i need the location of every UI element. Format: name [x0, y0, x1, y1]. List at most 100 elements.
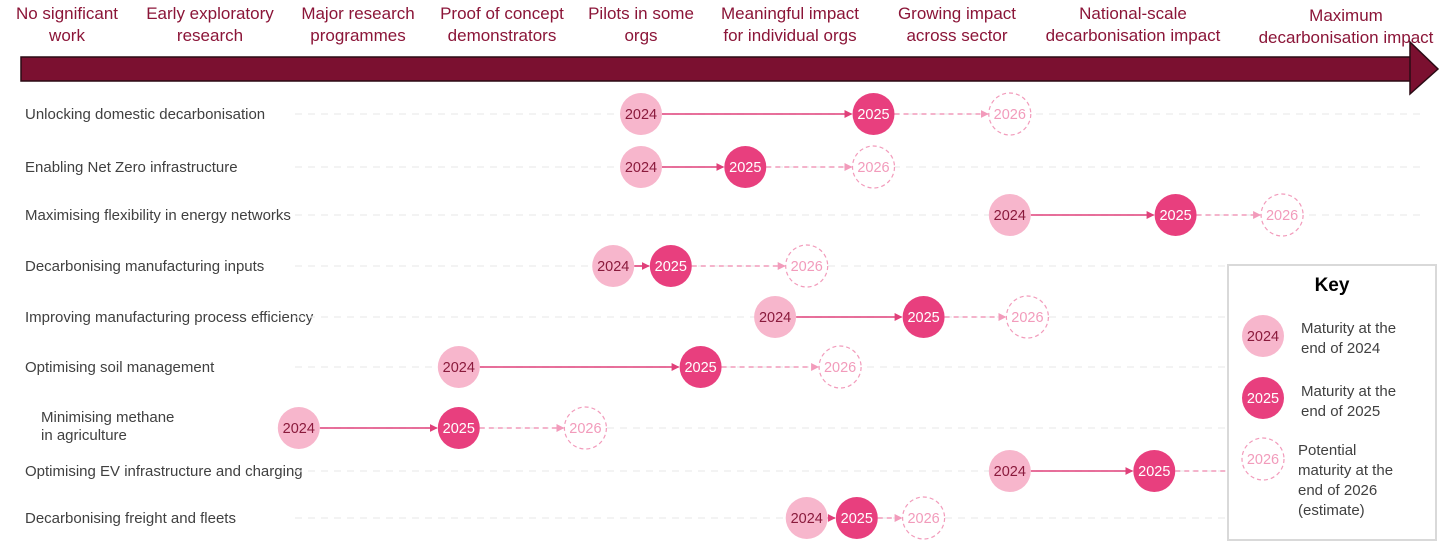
maturity-2025-bubble — [724, 146, 767, 188]
capability-rows: Unlocking domestic decarbonisation 2024 20… — [25, 92, 1420, 540]
maturity-2024-label: 2024 — [597, 259, 629, 275]
maturity-2025-bubble — [852, 93, 895, 135]
maturity-scale-headers: No significant work Early exploratory resea… — [16, 4, 1434, 47]
maturity-2025-label: 2025 — [907, 310, 939, 326]
maturity-2026-label: 2026 — [569, 421, 601, 437]
row-label-line: Enabling Net Zero infrastructure — [25, 159, 238, 176]
maturity-2026-label: 2026 — [1266, 208, 1298, 224]
key-2024-description: Maturity at the end of 2024 — [1301, 320, 1396, 357]
maturity-stage-header: No significant work — [16, 4, 118, 45]
capability-row: Minimising methane in agriculture 2024 2025… — [41, 406, 1420, 450]
row-label-line: Optimising soil management — [25, 359, 215, 376]
row-label: Optimising soil management — [25, 359, 215, 376]
key-2026-bubble — [1241, 437, 1285, 481]
maturity-stage-header: Pilots in some orgs — [588, 4, 694, 45]
key-2024-description-line: Maturity at the — [1301, 320, 1396, 337]
key-2025-description-line: end of 2025 — [1301, 403, 1380, 420]
key-2026-description-line: (estimate) — [1298, 502, 1365, 519]
maturity-stage-header-line: research — [177, 26, 243, 45]
maturity-2026-bubble — [1005, 295, 1050, 339]
maturity-2026-label: 2026 — [791, 259, 823, 275]
maturity-2026-bubble — [901, 496, 946, 540]
maturity-stage-header: Growing impact across sector — [898, 4, 1016, 45]
maturity-stage-header-line: across sector — [906, 26, 1007, 45]
row-label-line: in agriculture — [41, 427, 127, 444]
maturity-2025-label: 2025 — [729, 160, 761, 176]
maturity-stage-header-line: orgs — [624, 26, 657, 45]
capability-row: Unlocking domestic decarbonisation 2024 20… — [25, 92, 1420, 136]
maturity-2024-label: 2024 — [791, 511, 823, 527]
maturity-stage-header-line: demonstrators — [448, 26, 557, 45]
maturity-2024-bubble — [754, 296, 797, 338]
capability-row: Improving manufacturing process efficien… — [25, 295, 1420, 339]
key-2025-description-line: Maturity at the — [1301, 383, 1396, 400]
key-2026-description: Potential maturity at the end of 2026 (esti… — [1298, 442, 1393, 519]
maturity-stage-header-line: National-scale — [1079, 4, 1187, 23]
maturity-2026-label: 2026 — [1011, 310, 1043, 326]
row-label: Unlocking domestic decarbonisation — [25, 106, 265, 123]
maturity-stage-header-line: No significant — [16, 4, 118, 23]
row-label: Decarbonising manufacturing inputs — [25, 258, 264, 275]
row-label: Improving manufacturing process efficien… — [25, 309, 314, 326]
row-label: Optimising EV infrastructure and chargin… — [25, 463, 303, 480]
maturity-stage-header-line: work — [48, 26, 85, 45]
row-label: Decarbonising freight and fleets — [25, 510, 236, 527]
maturity-stage-header-line: decarbonisation impact — [1259, 28, 1434, 47]
maturity-2024-bubble — [785, 497, 828, 539]
maturity-2026-bubble — [988, 92, 1032, 136]
maturity-2024-bubble — [277, 407, 320, 449]
maturity-2024-label: 2024 — [283, 421, 315, 437]
row-label: Maximising flexibility in energy network… — [25, 207, 291, 224]
maturity-2024-label: 2024 — [759, 310, 791, 326]
maturity-2025-bubble — [835, 497, 878, 539]
row-label: Enabling Net Zero infrastructure — [25, 159, 238, 176]
maturity-stage-header-line: for individual orgs — [723, 26, 856, 45]
maturity-2025-label: 2025 — [1138, 464, 1170, 480]
maturity-stage-header-line: decarbonisation impact — [1046, 26, 1221, 45]
maturity-stage-header-line: Proof of concept — [440, 4, 564, 23]
maturity-2025-bubble — [679, 346, 722, 388]
capability-row: Maximising flexibility in energy network… — [25, 193, 1420, 237]
row-label-line: Maximising flexibility in energy network… — [25, 207, 291, 224]
row-label: Minimising methane in agriculture — [41, 409, 174, 444]
maturity-2025-label: 2025 — [655, 259, 687, 275]
maturity-2026-bubble — [785, 244, 829, 288]
capability-row: Decarbonising manufacturing inputs 2024 20… — [25, 244, 1420, 288]
key-2025-bubble-label: 2025 — [1247, 391, 1279, 407]
maturity-2026-bubble — [563, 406, 608, 450]
row-label-line: Unlocking domestic decarbonisation — [25, 106, 265, 123]
maturity-2025-bubble — [649, 245, 692, 287]
maturity-2024-label: 2024 — [443, 360, 475, 376]
maturity-stage-header: Early exploratory research — [146, 4, 274, 45]
maturity-stage-header-line: programmes — [310, 26, 405, 45]
maturity-2026-label: 2026 — [857, 160, 889, 176]
maturity-2026-label: 2026 — [994, 107, 1026, 123]
maturity-2024-label: 2024 — [625, 160, 657, 176]
capability-row: Enabling Net Zero infrastructure 2024 2025… — [25, 145, 1420, 189]
maturity-2026-bubble — [818, 345, 862, 389]
maturity-2024-bubble — [620, 146, 662, 188]
key-2024-bubble — [1242, 315, 1284, 357]
maturity-2025-label: 2025 — [1159, 208, 1191, 224]
maturity-2024-bubble — [437, 346, 480, 388]
maturity-2025-bubble — [1154, 194, 1197, 236]
capability-row: Optimising soil management 2024 2025 2026 — [25, 345, 1420, 389]
maturity-2024-label: 2024 — [994, 208, 1026, 224]
maturity-2025-bubble — [1133, 450, 1176, 492]
maturity-2025-bubble — [902, 296, 945, 338]
key-2025-bubble — [1242, 377, 1284, 419]
key-title: Key — [1315, 275, 1350, 296]
maturity-2024-label: 2024 — [994, 464, 1026, 480]
maturity-stage-header: Proof of concept demonstrators — [440, 4, 564, 45]
key-2026-description-line: maturity at the — [1298, 462, 1393, 479]
maturity-2024-bubble — [592, 245, 635, 287]
maturity-2024-bubble — [620, 93, 662, 135]
row-label-line: Decarbonising manufacturing inputs — [25, 258, 264, 275]
capability-row: Optimising EV infrastructure and chargin… — [25, 449, 1420, 493]
maturity-stage-header: Major research programmes — [301, 4, 414, 45]
maturity-stage-header-line: Major research — [301, 4, 414, 23]
maturity-stage-header: Maximum decarbonisation impact — [1259, 6, 1434, 47]
row-label-line: Optimising EV infrastructure and chargin… — [25, 463, 303, 480]
capability-row: Decarbonising freight and fleets 2024 2025… — [25, 496, 1420, 540]
